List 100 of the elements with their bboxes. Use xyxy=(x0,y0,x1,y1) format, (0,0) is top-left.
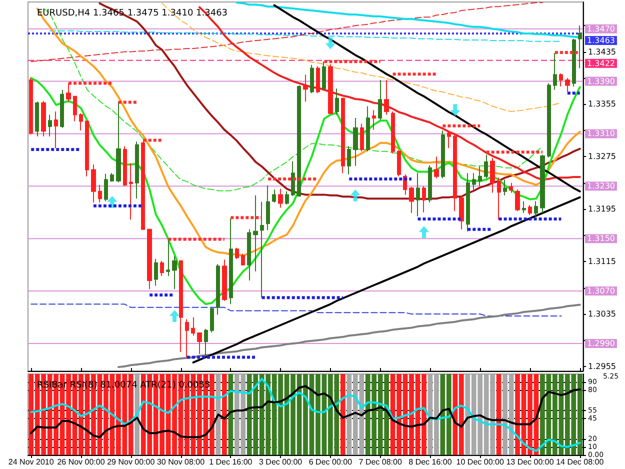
candlestick xyxy=(328,64,333,115)
candlestick xyxy=(191,316,195,336)
x-tick-label: 3 Dec 00:00 xyxy=(258,458,303,466)
x-tick-label: 10 Dec 00:00 xyxy=(456,458,504,466)
candlestick xyxy=(322,61,326,90)
line-series xyxy=(117,304,581,368)
x-tick-label: 7 Dec 08:00 xyxy=(358,458,402,466)
ref-line-label: 1.3150 xyxy=(587,234,615,244)
candlestick xyxy=(260,201,264,298)
point xyxy=(450,104,460,116)
candlestick xyxy=(141,139,145,230)
candlestick xyxy=(297,84,301,198)
candlestick xyxy=(316,66,320,94)
candlestick xyxy=(522,200,526,214)
candlestick xyxy=(160,260,164,276)
ref-line-label: 1.3310 xyxy=(587,129,615,138)
candlestick xyxy=(278,188,283,208)
candlestick xyxy=(466,172,470,232)
candlestick xyxy=(29,78,33,135)
candlestick xyxy=(441,130,445,179)
x-tick-label: 1 Dec 16:00 xyxy=(209,458,253,466)
candlestick xyxy=(104,173,108,202)
candlestick xyxy=(266,185,270,231)
candlestick xyxy=(503,179,507,196)
x-tick-label: 6 Dec 00:00 xyxy=(308,458,353,466)
line-series xyxy=(273,4,581,192)
candlestick xyxy=(509,182,513,194)
candlestick xyxy=(73,95,77,122)
x-tick-label: 29 Nov 00:00 xyxy=(107,458,156,466)
candlestick xyxy=(559,72,563,88)
candlestick xyxy=(335,88,339,116)
candlestick xyxy=(291,160,295,197)
candlestick xyxy=(241,253,245,266)
y-tick-label: 1.3355 xyxy=(588,100,616,109)
candlestick xyxy=(366,106,370,152)
y-tick-label: 1.3115 xyxy=(588,257,616,266)
point xyxy=(170,310,180,322)
candlestick xyxy=(484,154,488,179)
candlestick xyxy=(247,228,251,282)
line-series xyxy=(30,2,543,62)
candlestick xyxy=(497,177,501,220)
x-tick-label: 14 Dec 08:00 xyxy=(556,458,604,466)
candlestick xyxy=(553,52,557,90)
ref-line-label: 1.3390 xyxy=(587,76,615,86)
candlestick xyxy=(572,38,576,88)
candlestick xyxy=(459,196,464,230)
candlestick xyxy=(303,74,308,102)
candlestick xyxy=(453,134,457,212)
line-series xyxy=(236,2,581,38)
line-series xyxy=(36,8,581,257)
candlestick xyxy=(210,306,214,333)
line-series xyxy=(162,2,562,112)
candlestick xyxy=(129,162,133,220)
candlestick xyxy=(422,186,426,213)
candlestick xyxy=(91,164,96,204)
candlestick xyxy=(229,218,233,305)
candlestick xyxy=(48,114,52,137)
candlestick xyxy=(253,194,258,272)
candlestick xyxy=(79,112,83,131)
candlestick xyxy=(35,101,39,137)
ref-line-label: 1.3230 xyxy=(587,182,615,191)
x-tick-label: 8 Dec 16:00 xyxy=(408,458,452,466)
y-tick-label: 1.3035 xyxy=(588,309,616,318)
candlestick xyxy=(472,172,476,190)
candlestick xyxy=(116,101,121,183)
candlestick xyxy=(154,258,158,286)
ref-line-label: 1.3463 xyxy=(587,36,615,45)
candlestick xyxy=(434,156,439,179)
candlestick xyxy=(135,141,139,200)
candlestick xyxy=(409,186,414,214)
ref-line-label: 1.3470 xyxy=(587,24,615,34)
candlestick xyxy=(447,130,451,149)
y-tick-label: 1.3275 xyxy=(588,152,616,162)
line-series xyxy=(30,304,562,316)
line-series xyxy=(198,6,581,181)
candlestick xyxy=(60,89,64,128)
candlestick xyxy=(310,64,314,94)
candlestick xyxy=(110,172,114,182)
candlestick xyxy=(378,79,382,120)
candlestick xyxy=(197,332,202,354)
candlestick xyxy=(416,172,420,217)
candlestick xyxy=(428,164,432,204)
candlestick xyxy=(216,264,220,316)
candlestick xyxy=(515,188,520,212)
candlestick xyxy=(185,318,189,358)
candlestick xyxy=(147,228,152,290)
y-tick-label: 1.3435 xyxy=(588,47,616,56)
candlestick xyxy=(54,110,58,149)
candlestick xyxy=(172,256,177,290)
candlestick xyxy=(222,259,227,302)
point xyxy=(350,189,360,202)
candlestick xyxy=(565,78,570,92)
candlestick xyxy=(391,110,395,154)
line-series xyxy=(30,77,581,306)
point xyxy=(325,37,336,50)
x-tick-label: 13 Dec 00:00 xyxy=(506,458,554,466)
candlestick xyxy=(85,120,89,177)
candlestick xyxy=(272,188,276,204)
candlestick xyxy=(360,123,364,152)
candlestick xyxy=(540,154,545,214)
